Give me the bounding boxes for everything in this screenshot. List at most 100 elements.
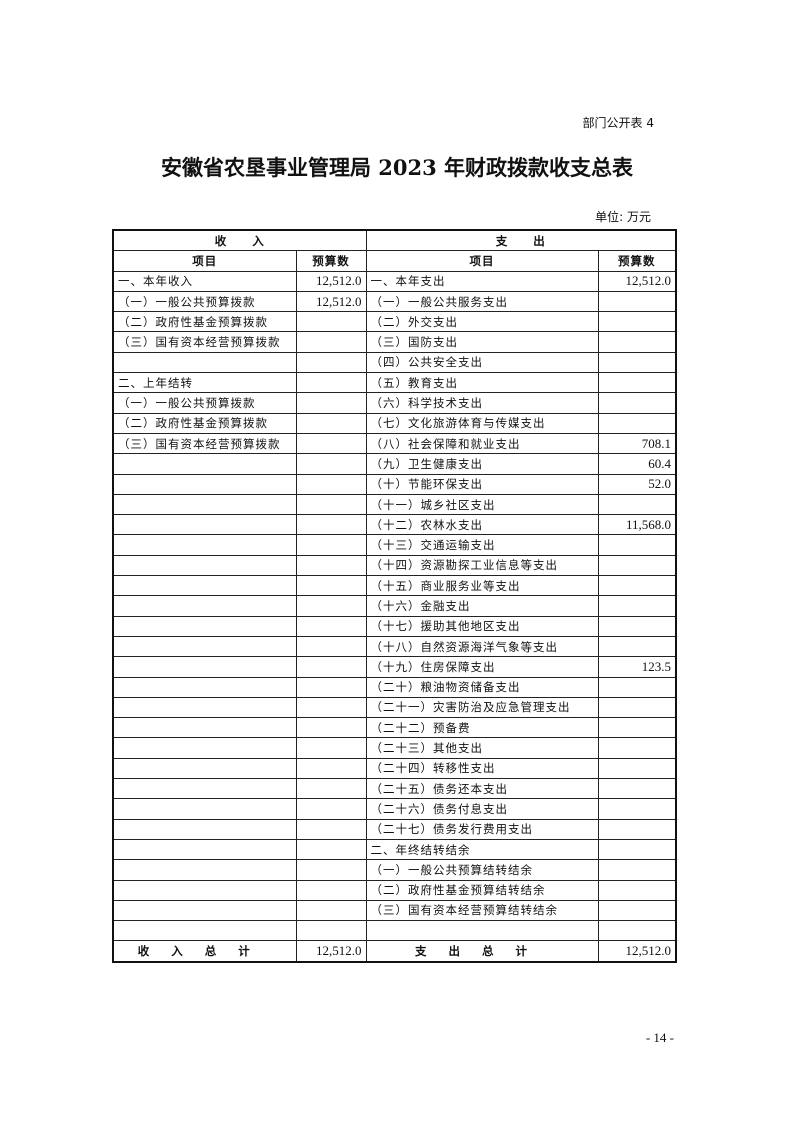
table-row: （十三）交通运输支出 (112, 534, 677, 556)
income-item: （二）政府性基金预算拨款 (112, 412, 297, 434)
income-budget (295, 920, 367, 942)
income-item (112, 737, 297, 759)
expense-item: （三）国有资本经营预算结转结余 (365, 899, 599, 922)
expense-item: （六）科学技术支出 (365, 392, 599, 414)
income-total-label: 收入总计 (112, 940, 297, 963)
income-budget (295, 432, 367, 455)
expense-budget (597, 899, 677, 922)
table-code: 部门公开表 4 (582, 116, 654, 130)
income-item (112, 696, 297, 719)
expense-item: （十）节能环保支出 (365, 473, 599, 495)
page-number: - 14 - (645, 1030, 674, 1045)
expense-item: （十七）援助其他地区支出 (365, 615, 599, 637)
income-item (112, 534, 297, 556)
expense-item: （二十三）其他支出 (365, 737, 599, 759)
income-budget (295, 899, 367, 922)
expense-budget (597, 331, 677, 353)
table-row: （二十六）债务付息支出 (112, 798, 677, 820)
income-item (112, 676, 297, 698)
expense-item: 二、年终结转结余 (365, 838, 599, 861)
expense-budget: 12,512.0 (597, 270, 677, 292)
expense-total-label: 支出总计 (365, 940, 599, 963)
expense-item: （十三）交通运输支出 (365, 534, 599, 556)
expense-item: （二）政府性基金预算结转结余 (365, 879, 599, 901)
table-row: （十一）城乡社区支出 (112, 493, 677, 516)
expense-budget (597, 595, 677, 617)
expense-item: （一）一般公共服务支出 (365, 290, 599, 313)
income-budget (295, 473, 367, 495)
expense-budget (597, 778, 677, 800)
income-budget (295, 595, 367, 617)
expense-item: （二十五）债务还本支出 (365, 778, 599, 800)
expense-budget (597, 757, 677, 780)
expense-budget: 52.0 (597, 473, 677, 495)
income-item (112, 818, 297, 840)
income-budget (295, 798, 367, 820)
expense-item: （二十七）债务发行费用支出 (365, 818, 599, 840)
table-row: （十七）援助其他地区支出 (112, 615, 677, 637)
table-row: （三）国有资本经营预算拨款 （三）国防支出 (112, 331, 677, 353)
expense-budget (597, 879, 677, 901)
income-budget (295, 676, 367, 698)
expense-budget: 123.5 (597, 656, 677, 678)
expense-budget: 11,568.0 (597, 514, 677, 536)
expense-item: （十一）城乡社区支出 (365, 493, 599, 516)
income-item (112, 514, 297, 536)
income-item: （二）政府性基金预算拨款 (112, 311, 297, 333)
expense-item: （二十二）预备费 (365, 717, 599, 739)
table-row: （二十七）债务发行费用支出 (112, 818, 677, 840)
income-budget: 12,512.0 (295, 270, 367, 292)
income-budget (295, 493, 367, 516)
expense-item: （十四）资源勘探工业信息等支出 (365, 554, 599, 577)
income-budget (295, 615, 367, 637)
income-item (112, 778, 297, 800)
income-budget (295, 453, 367, 475)
income-budget (295, 879, 367, 901)
expense-item: 一、本年支出 (365, 270, 599, 292)
expense-item: （七）文化旅游体育与传媒支出 (365, 412, 599, 434)
income-budget (295, 534, 367, 556)
income-item (112, 615, 297, 637)
expense-budget (597, 696, 677, 719)
table-row: （一）一般公共预算结转结余 (112, 859, 677, 881)
expense-item: （五）教育支出 (365, 372, 599, 394)
expense-item: （十二）农林水支出 (365, 514, 599, 536)
expense-budget (597, 554, 677, 577)
expense-budget (597, 290, 677, 313)
income-budget (295, 696, 367, 719)
table-row: （二）政府性基金预算结转结余 (112, 879, 677, 901)
expense-budget (597, 311, 677, 333)
table-row: （一）一般公共预算拨款 12,512.0 （一）一般公共服务支出 (112, 290, 677, 313)
income-total: 12,512.0 (295, 940, 367, 963)
expense-item: （二十一）灾害防治及应急管理支出 (365, 696, 599, 719)
income-item: 一、本年收入 (112, 270, 297, 292)
expense-total: 12,512.0 (597, 940, 677, 963)
income-item (112, 656, 297, 678)
income-budget (295, 757, 367, 780)
expense-item: （十八）自然资源海洋气象等支出 (365, 635, 599, 658)
table-row: （十八）自然资源海洋气象等支出 (112, 635, 677, 658)
budget-table: 收 入支 出 项目 预算数 项目 预算数 一、本年收入 12,512.0 一、本年支出 12… (112, 229, 677, 963)
expense-budget (597, 392, 677, 414)
table-row: （二）政府性基金预算拨款 （七）文化旅游体育与传媒支出 (112, 412, 677, 434)
income-item (112, 554, 297, 577)
table-row: （十）节能环保支出 52.0 (112, 473, 677, 495)
table-row: （二十二）预备费 (112, 717, 677, 739)
income-budget (295, 717, 367, 739)
table-row: （三）国有资本经营预算结转结余 (112, 899, 677, 922)
expense-item: （九）卫生健康支出 (365, 453, 599, 475)
expense-item: （八）社会保障和就业支出 (365, 432, 599, 455)
income-header: 收 入 (112, 229, 367, 252)
expense-budget (597, 493, 677, 516)
col-budget: 预算数 (597, 250, 677, 272)
income-item: 二、上年结转 (112, 372, 297, 394)
income-budget (295, 575, 367, 597)
expense-item: （十六）金融支出 (365, 595, 599, 617)
income-budget (295, 351, 367, 374)
income-budget (295, 372, 367, 394)
col-budget: 预算数 (295, 250, 367, 272)
expense-item: （一）一般公共预算结转结余 (365, 859, 599, 881)
table-row: （十四）资源勘探工业信息等支出 (112, 554, 677, 577)
table-row: （十六）金融支出 (112, 595, 677, 617)
